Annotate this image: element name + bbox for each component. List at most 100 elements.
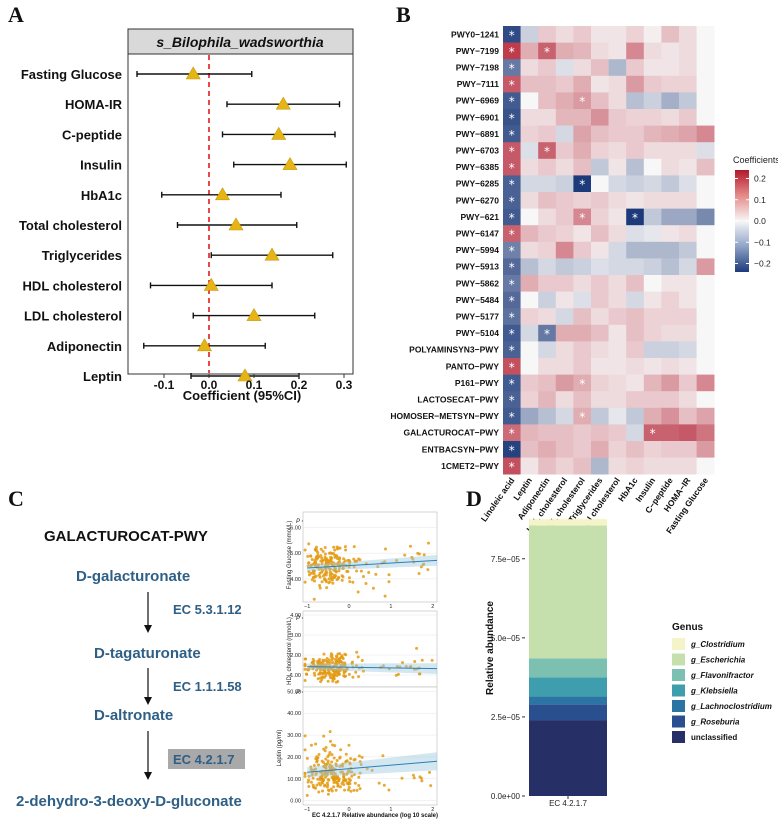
heatmap-row-label: PWY−6901 [456,112,500,122]
heatmap-cell [696,341,715,359]
scatter-point [314,767,318,771]
scatter-point [307,784,311,788]
compound-d-galacturonate: D-galacturonate [76,568,190,585]
scatter-point [306,554,310,558]
heatmap-cell [503,358,521,375]
scatter-point [357,775,361,779]
heatmap-cell [679,374,697,392]
heatmap-cell [626,374,645,392]
scatter-point [319,671,323,675]
point-estimate [246,308,262,321]
scatter-point [303,657,307,661]
heatmap-cell [503,175,521,193]
heatmap-cell [503,275,521,292]
bar-segment-g-flavonifractor [529,658,607,678]
heatmap-cell [503,258,521,276]
scatter-point [339,748,343,752]
point-estimate [196,338,213,352]
scatter-point [349,789,353,793]
regression-line [307,666,438,670]
forest-row-label: HDL cholesterol [23,278,122,293]
scatter-point [330,572,334,576]
bar-y-tick-label: 7.5e−05 [491,555,521,564]
scatter-point [359,762,363,766]
heatmap-cell [503,374,521,392]
heatmap-cell [608,258,627,276]
regression-line [307,559,438,569]
scatter-point [374,572,378,576]
forest-row-label: Insulin [80,158,122,173]
heatmap-cell [696,92,715,110]
scatter-point [320,780,324,784]
heatmap-cell [538,407,557,425]
scatter-point [305,756,309,760]
heatmap-cell [696,324,715,342]
scatter-point [345,667,349,671]
heatmap-cell [679,59,697,77]
significance-star: * [509,327,515,341]
heatmap-cell [573,59,592,77]
legend-tick-label: −0.2 [754,259,771,269]
scatter-point [349,757,353,761]
heatmap-cell [573,324,592,342]
scatter-point [351,580,355,584]
heatmap-cell [608,374,627,392]
scatter-point [335,554,339,558]
heatmap-cell [503,457,521,475]
heatmap-cell [679,258,697,276]
significance-star: * [509,161,515,175]
heatmap-cell [643,241,662,259]
heatmap-cell [503,341,521,359]
significance-star: * [509,294,515,308]
heatmap-cell [661,308,680,326]
scatter-point [303,734,307,738]
scatter-point [377,781,381,785]
scatter-point [303,667,307,671]
scatter-point [311,776,315,780]
heatmap-row-label: PWY−6270 [456,195,500,205]
heatmap-cell [503,291,521,309]
bar-y-label: Relative abundance [485,601,496,695]
heatmap-cell [555,42,574,60]
scatter-point [309,743,313,747]
significance-star: * [544,45,550,59]
heatmap-cells: * * * * * * * * * * * * * * * * * * * * * * * * * * * * * * * * * * * * * [503,26,715,475]
scatter-point [328,730,332,734]
heatmap-cell [503,75,521,93]
significance-star: * [509,277,515,291]
heatmap-cell [538,374,557,392]
scatter-point [321,574,325,578]
scatter-point [307,573,311,577]
scatter-point [314,772,318,776]
forest-row-label: Total cholesterol [19,218,122,233]
significance-star: * [579,95,585,109]
bar-legend-swatch [672,684,685,697]
heatmap-cell [643,142,662,160]
heatmap-cell [696,158,715,176]
heatmap-cell [591,109,609,126]
heatmap-cell [679,275,697,292]
heatmap-cell [520,42,539,60]
significance-star: * [509,178,515,192]
scatter-point [327,778,331,782]
scatter-point [408,544,412,548]
scatter-point [418,775,422,779]
bar-y-axis: 0.0e+00 2.5e−05 5.0e−05 7.5e−05 [491,555,525,801]
heatmap-cell [661,291,680,309]
bar-segment-unclassified [529,720,607,796]
scatter-point [307,570,311,574]
scatter-y-tick-label: 6.00 [290,525,301,531]
heatmap-row-label: PWY−7199 [456,46,500,56]
heatmap-cell [503,407,521,425]
forest-rows: Fasting Glucose HOMA-IR C-peptide Insulin Hb… [19,55,347,384]
heatmap-cell [573,42,592,60]
heatmap-legend-ticks: 0.2 0.1 0.0 −0.1 −0.2 [735,174,771,269]
heatmap-cell [538,208,557,226]
scatter-x-tick-label: 1 [389,604,392,610]
scatter-point [340,578,344,582]
enzyme-ec-4-2-1-7: EC 4.2.1.7 [173,752,234,767]
heatmap-cell [643,391,662,409]
panel-letter-a: A [8,2,24,27]
heatmap-cell [608,308,627,326]
heatmap-cell [573,192,592,209]
